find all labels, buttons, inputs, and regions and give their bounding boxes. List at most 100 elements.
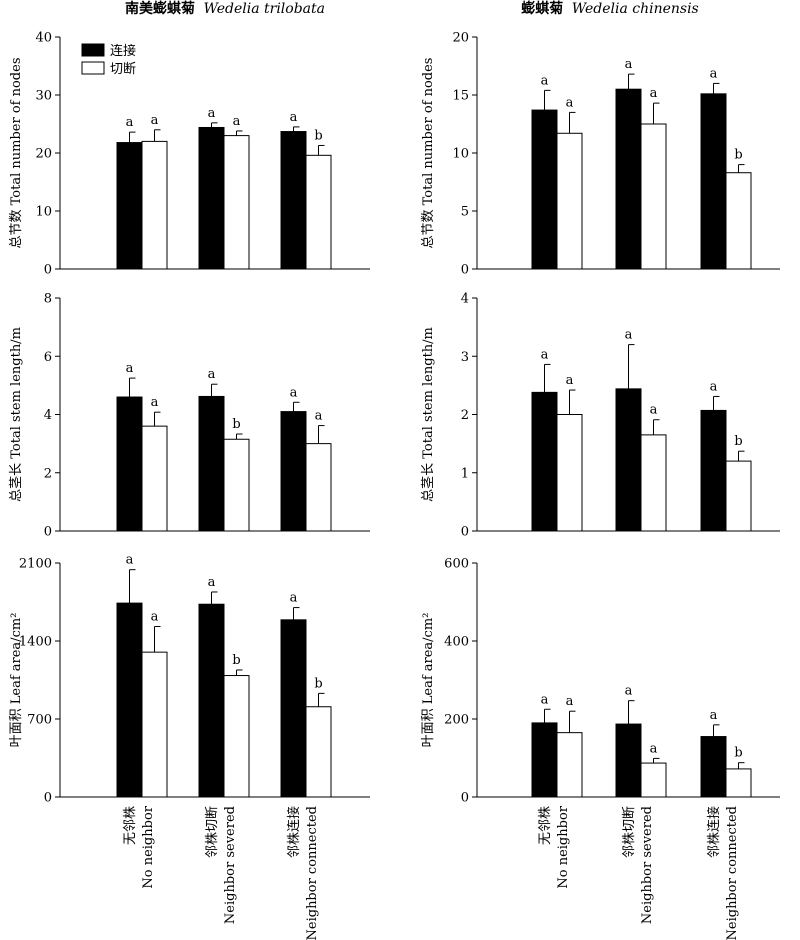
significance-letter: b bbox=[734, 746, 742, 761]
y-tick-label: 6 bbox=[44, 350, 52, 365]
y-tick-label: 2 bbox=[461, 408, 469, 423]
significance-letter: a bbox=[650, 86, 658, 101]
bar-connected bbox=[116, 142, 143, 270]
y-axis-label: 总节数 Total number of nodes bbox=[421, 58, 436, 249]
bar-connected bbox=[198, 126, 225, 270]
significance-letter: a bbox=[126, 115, 134, 130]
y-tick-label: 4 bbox=[461, 292, 469, 307]
significance-letter: a bbox=[126, 361, 134, 376]
y-tick-label: 0 bbox=[461, 263, 469, 278]
panel-3-right: 0 200 400 600 叶面积 Leaf area/cm² a a a a a b bbox=[421, 557, 780, 806]
bar-connected bbox=[198, 603, 225, 798]
y-tick-label: 1400 bbox=[19, 635, 52, 650]
legend-label-severed: 切断 bbox=[110, 62, 136, 77]
left-column-title: 南美蟛蜞菊 Wedelia trilobata bbox=[125, 0, 325, 17]
significance-letter: a bbox=[233, 114, 241, 129]
bar-connected bbox=[280, 619, 307, 798]
bar-severed bbox=[141, 140, 168, 270]
bar-severed bbox=[725, 460, 752, 532]
significance-letter: a bbox=[710, 379, 718, 394]
significance-letter: a bbox=[541, 692, 549, 707]
significance-letter: a bbox=[541, 73, 549, 88]
bar-connected bbox=[531, 109, 558, 270]
y-tick-label: 5 bbox=[461, 205, 469, 220]
category-label-cn: 邻株连接 bbox=[706, 806, 722, 858]
significance-letter: a bbox=[650, 403, 658, 418]
bar-severed bbox=[556, 414, 583, 532]
y-tick-label: 0 bbox=[44, 791, 52, 806]
significance-letter: a bbox=[566, 373, 574, 388]
y-axis-label: 叶面积 Leaf area/cm² bbox=[9, 613, 24, 748]
significance-letter: a bbox=[710, 66, 718, 81]
y-tick-label: 4 bbox=[44, 408, 52, 423]
y-tick-label: 40 bbox=[35, 31, 52, 46]
significance-letter: a bbox=[290, 110, 298, 125]
significance-letter: a bbox=[208, 367, 216, 382]
category-label-cn: 无邻株 bbox=[538, 806, 553, 845]
significance-letter: a bbox=[151, 113, 159, 128]
bar-connected bbox=[280, 131, 307, 270]
right-column-title: 蟛蜞菊 Wedelia chinensis bbox=[521, 0, 699, 17]
bar-severed bbox=[640, 123, 667, 270]
significance-letter: a bbox=[625, 328, 633, 343]
significance-letter: a bbox=[208, 106, 216, 121]
bar-severed bbox=[223, 438, 250, 532]
significance-letter: a bbox=[290, 385, 298, 400]
significance-letter: a bbox=[151, 610, 159, 625]
significance-letter: a bbox=[208, 575, 216, 590]
significance-letter: b bbox=[232, 653, 240, 668]
y-tick-label: 0 bbox=[44, 263, 52, 278]
bar-connected bbox=[700, 93, 727, 270]
significance-letter: a bbox=[566, 694, 574, 709]
bar-severed bbox=[725, 768, 752, 798]
y-axis-label: 总节数 Total number of nodes bbox=[9, 58, 24, 249]
significance-letter: b bbox=[314, 128, 322, 143]
y-tick-label: 0 bbox=[461, 791, 469, 806]
significance-letter: a bbox=[541, 347, 549, 362]
y-tick-label: 8 bbox=[44, 292, 52, 307]
left-title-cn: 南美蟛蜞菊 bbox=[125, 0, 195, 17]
significance-letter: a bbox=[650, 741, 658, 756]
bar-connected bbox=[615, 88, 642, 270]
bar-severed bbox=[556, 132, 583, 270]
category-label-en: Neighbor severed bbox=[640, 806, 655, 924]
bar-severed bbox=[640, 434, 667, 532]
bar-connected bbox=[615, 723, 642, 798]
significance-letter: a bbox=[625, 684, 633, 699]
category-label-cn: 无邻株 bbox=[123, 806, 138, 845]
panel-2-right: 0 1 2 3 4 总茎长 Total stem length/m a a a a a b bbox=[421, 292, 780, 540]
bar-severed bbox=[305, 154, 332, 270]
bar-severed bbox=[556, 732, 583, 798]
bar-connected bbox=[116, 602, 143, 798]
significance-letter: a bbox=[710, 708, 718, 723]
panel-3-left: 0 700 1400 2100 叶面积 Leaf area/cm² a a a a b b bbox=[9, 553, 370, 806]
y-tick-label: 15 bbox=[452, 89, 469, 104]
category-label-en: Neighbor connected bbox=[305, 806, 320, 940]
bar-severed bbox=[223, 135, 250, 270]
y-tick-label: 30 bbox=[35, 89, 52, 104]
bar-severed bbox=[725, 172, 752, 270]
bar-connected bbox=[700, 409, 727, 532]
y-tick-label: 10 bbox=[35, 205, 52, 220]
panel-2-left: 0 2 4 6 8 总茎长 Total stem length/m a a a a b a bbox=[9, 292, 370, 540]
significance-letter: b bbox=[314, 676, 322, 691]
panel-1-right: 0 5 10 15 20 总节数 Total number of nodes a a a a a b bbox=[421, 31, 780, 278]
y-axis-label: 叶面积 Leaf area/cm² bbox=[421, 613, 436, 748]
category-label-en: Neighbor connected bbox=[725, 806, 740, 940]
right-title-cn: 蟛蜞菊 bbox=[521, 0, 563, 17]
y-axis-label: 总茎长 Total stem length/m bbox=[9, 327, 24, 502]
bar-connected bbox=[700, 736, 727, 798]
significance-letter: a bbox=[126, 553, 134, 568]
significance-letter: a bbox=[625, 57, 633, 72]
category-label-cn: 邻株切断 bbox=[622, 806, 637, 858]
significance-letter: a bbox=[290, 591, 298, 606]
y-tick-label: 700 bbox=[27, 713, 52, 728]
bar-severed bbox=[305, 706, 332, 798]
category-label-en: Neighbor severed bbox=[223, 806, 238, 924]
y-tick-label: 20 bbox=[35, 147, 52, 162]
y-tick-label: 0 bbox=[44, 525, 52, 540]
left-title-latin: Wedelia trilobata bbox=[203, 1, 325, 17]
significance-letter: a bbox=[315, 409, 323, 424]
right-title-latin: Wedelia chinensis bbox=[572, 1, 699, 17]
